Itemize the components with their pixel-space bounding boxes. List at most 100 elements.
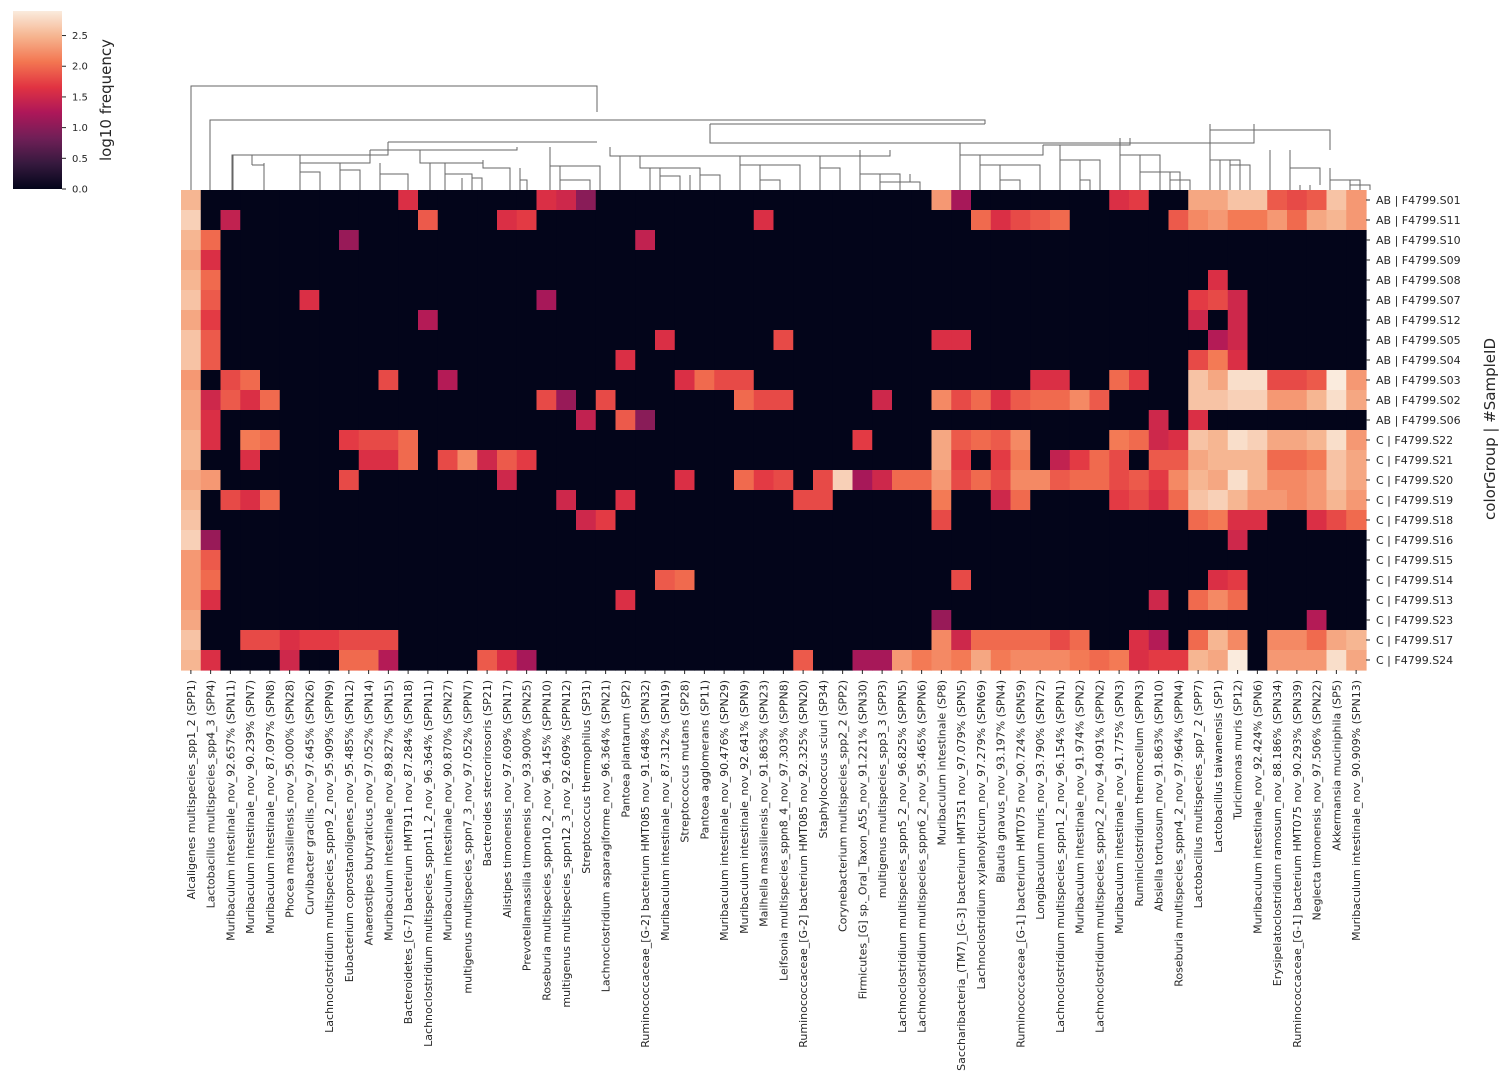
heatmap-cell bbox=[595, 590, 617, 611]
heatmap-cell bbox=[734, 430, 755, 451]
heatmap-cell bbox=[181, 570, 202, 591]
heatmap-cell bbox=[220, 630, 241, 651]
heatmap-cell bbox=[595, 610, 617, 631]
heatmap-cell bbox=[378, 270, 399, 291]
heatmap-cell bbox=[339, 450, 360, 471]
heatmap-cell bbox=[260, 590, 281, 611]
heatmap-cell bbox=[832, 290, 854, 311]
heatmap-cell bbox=[1208, 590, 1229, 611]
heatmap-cell bbox=[516, 350, 538, 371]
heatmap-cell bbox=[635, 470, 656, 491]
heatmap-cell bbox=[1306, 290, 1328, 311]
heatmap-cell bbox=[1247, 290, 1268, 311]
heatmap-cell bbox=[971, 510, 992, 531]
heatmap-cell bbox=[1109, 590, 1130, 611]
heatmap-cell bbox=[773, 350, 794, 371]
heatmap-cell bbox=[971, 290, 992, 311]
heatmap-cell bbox=[181, 610, 202, 631]
heatmap-cell bbox=[832, 490, 854, 511]
heatmap-cell bbox=[951, 450, 972, 471]
heatmap-cell bbox=[398, 630, 419, 651]
heatmap-cell bbox=[477, 590, 498, 611]
heatmap-cell bbox=[398, 270, 419, 291]
heatmap-cell bbox=[635, 530, 656, 551]
heatmap-cell bbox=[734, 550, 755, 571]
heatmap-cell bbox=[1129, 590, 1150, 611]
heatmap-cell bbox=[1168, 210, 1189, 231]
heatmap-cell bbox=[1129, 470, 1150, 491]
heatmap-cell bbox=[240, 650, 261, 671]
colorbar: 0.00.51.01.52.02.5 log10 frequency bbox=[13, 11, 115, 196]
heatmap-cell bbox=[260, 650, 281, 671]
heatmap-cell bbox=[1010, 610, 1031, 631]
heatmap-cell bbox=[181, 650, 202, 671]
heatmap-cell bbox=[872, 630, 893, 651]
row-label: AB | F4799.S06 bbox=[1376, 414, 1461, 427]
heatmap-cell bbox=[1109, 290, 1130, 311]
heatmap-cell bbox=[299, 290, 320, 311]
heatmap-cell bbox=[694, 510, 715, 531]
heatmap-cell bbox=[1050, 430, 1071, 451]
heatmap-cell bbox=[1346, 650, 1367, 671]
heatmap-cell bbox=[615, 610, 636, 631]
heatmap-cell bbox=[1247, 590, 1268, 611]
heatmap-cell bbox=[1109, 550, 1130, 571]
heatmap-cell bbox=[240, 350, 261, 371]
heatmap-cell bbox=[1267, 310, 1288, 331]
heatmap-cell bbox=[635, 370, 656, 391]
heatmap-cell bbox=[319, 210, 340, 231]
heatmap-cell bbox=[971, 650, 992, 671]
heatmap-cell bbox=[220, 550, 241, 571]
heatmap-cell bbox=[220, 490, 241, 511]
heatmap-cell bbox=[911, 210, 933, 231]
heatmap-cell bbox=[1030, 650, 1051, 671]
heatmap-cell bbox=[595, 470, 617, 491]
heatmap-cell bbox=[1247, 510, 1268, 531]
heatmap-cell bbox=[497, 590, 518, 611]
heatmap-cell bbox=[1089, 350, 1110, 371]
heatmap-cell bbox=[1188, 590, 1209, 611]
heatmap-cell bbox=[516, 390, 538, 411]
heatmap-cell bbox=[1267, 490, 1288, 511]
heatmap-cell bbox=[615, 590, 636, 611]
heatmap-cell bbox=[1109, 530, 1130, 551]
heatmap-cell bbox=[477, 510, 498, 531]
heatmap-cell bbox=[358, 330, 380, 351]
heatmap-cell bbox=[240, 330, 261, 351]
heatmap-cell bbox=[892, 470, 913, 491]
heatmap-cell bbox=[576, 530, 597, 551]
heatmap-cell bbox=[497, 630, 518, 651]
heatmap-cell bbox=[260, 390, 281, 411]
heatmap-cell bbox=[279, 570, 301, 591]
heatmap-cell bbox=[674, 630, 696, 651]
heatmap-cell bbox=[971, 430, 992, 451]
heatmap-cell bbox=[220, 330, 241, 351]
heatmap-cell bbox=[1010, 230, 1031, 251]
heatmap-cell bbox=[1247, 210, 1268, 231]
heatmap-cell bbox=[694, 450, 715, 471]
heatmap-cell bbox=[181, 630, 202, 651]
heatmap-cell bbox=[615, 370, 636, 391]
heatmap-cell bbox=[1227, 310, 1249, 331]
heatmap-cell bbox=[260, 210, 281, 231]
heatmap-cell bbox=[1326, 410, 1347, 431]
heatmap-cell bbox=[299, 370, 320, 391]
heatmap-cell bbox=[378, 310, 399, 331]
heatmap-cell bbox=[418, 190, 439, 211]
heatmap-cell bbox=[793, 410, 814, 431]
heatmap-cell bbox=[181, 510, 202, 531]
heatmap-cell bbox=[615, 410, 636, 431]
heatmap-cell bbox=[1247, 630, 1268, 651]
heatmap-cell bbox=[319, 370, 340, 391]
heatmap-cell bbox=[319, 290, 340, 311]
column-label: Longibaculum muris_nov_93.790% (SPN72) bbox=[1034, 680, 1047, 920]
heatmap-cell bbox=[1247, 530, 1268, 551]
heatmap-cell bbox=[1050, 510, 1071, 531]
heatmap-cell bbox=[1306, 230, 1328, 251]
heatmap-cell bbox=[260, 610, 281, 631]
heatmap-cell bbox=[576, 230, 597, 251]
heatmap-cell bbox=[813, 470, 834, 491]
heatmap-cell bbox=[319, 330, 340, 351]
heatmap-cell bbox=[911, 350, 933, 371]
heatmap-cell bbox=[832, 410, 854, 431]
